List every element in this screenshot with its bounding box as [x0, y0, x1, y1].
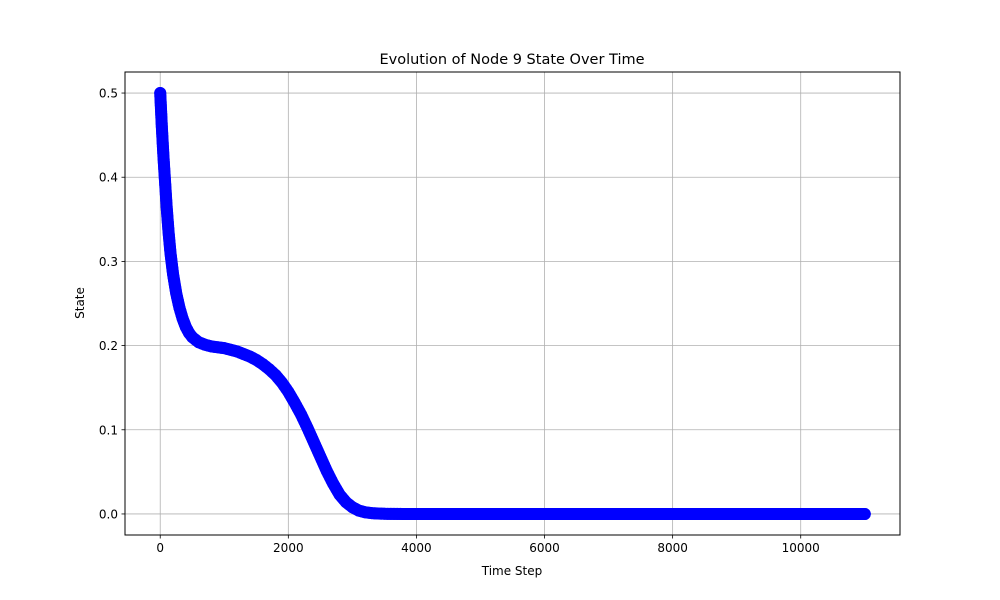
x-tick-label: 8000: [657, 541, 688, 555]
chart-title: Evolution of Node 9 State Over Time: [379, 52, 644, 68]
x-tick-label: 0: [156, 541, 164, 555]
y-axis-title: State: [73, 287, 87, 319]
data-point: [858, 507, 871, 520]
plot-area-frame: [124, 71, 901, 536]
y-tick-label: 0.5: [99, 87, 118, 101]
y-tick-label: 0.4: [99, 171, 118, 185]
x-tick-label: 6000: [529, 541, 560, 555]
x-axis-title: Time Step: [481, 564, 543, 578]
plot-data: [154, 87, 871, 520]
x-tick-label: 2000: [273, 541, 304, 555]
x-tick-label: 4000: [401, 541, 432, 555]
axis-ticks: 0 2000 4000 6000 8000 10000 0.0 0.1 0.2 0.3 0.4 0.5: [99, 87, 820, 555]
y-tick-label: 0.2: [99, 339, 118, 353]
x-tick-label: 10000: [782, 541, 820, 555]
y-tick-label: 0.3: [99, 255, 118, 269]
y-tick-label: 0.1: [99, 423, 118, 437]
y-tick-label: 0.0: [99, 507, 118, 521]
